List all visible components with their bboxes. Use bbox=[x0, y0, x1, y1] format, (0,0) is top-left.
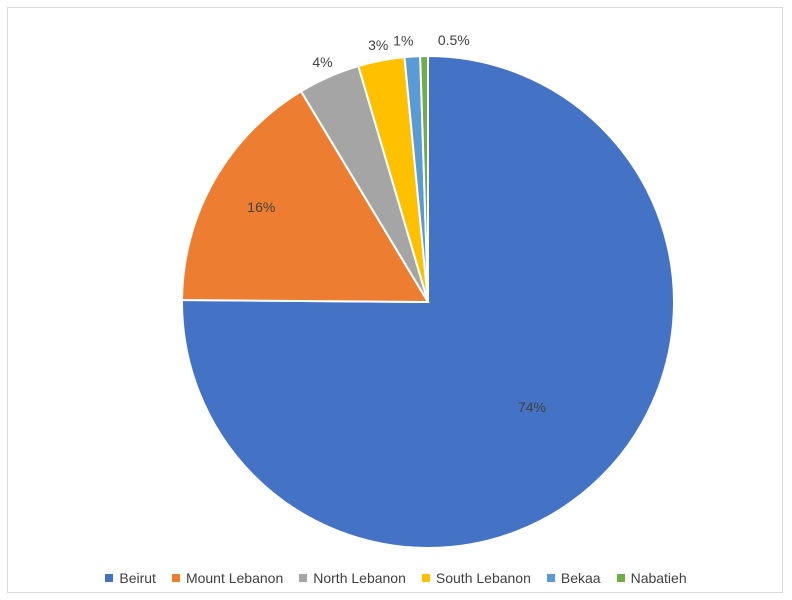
data-label-mount-lebanon: 16% bbox=[247, 199, 275, 215]
pie-slice-beirut[interactable] bbox=[181, 54, 675, 549]
legend-label-north-lebanon: North Lebanon bbox=[313, 570, 406, 586]
legend-swatch-south-lebanon bbox=[421, 574, 430, 582]
legend-label-south-lebanon: South Lebanon bbox=[435, 570, 531, 586]
data-label-bekaa: 1% bbox=[393, 33, 413, 49]
data-label-south-lebanon: 3% bbox=[368, 37, 388, 53]
legend-item-mount-lebanon[interactable]: Mount Lebanon bbox=[171, 570, 284, 586]
pie-slices bbox=[180, 54, 675, 549]
legend-label-bekaa: Bekaa bbox=[560, 570, 601, 586]
legend-label-mount-lebanon: Mount Lebanon bbox=[185, 570, 284, 586]
legend-swatch-bekaa bbox=[546, 574, 555, 582]
legend-item-south-lebanon[interactable]: South Lebanon bbox=[421, 570, 531, 586]
legend-item-bekaa[interactable]: Bekaa bbox=[546, 570, 601, 586]
data-label-north-lebanon: 4% bbox=[312, 54, 332, 70]
pie-slice-nabatieh[interactable] bbox=[419, 54, 429, 303]
legend-swatch-beirut bbox=[105, 574, 114, 582]
legend-swatch-nabatieh bbox=[616, 574, 625, 582]
legend-swatch-north-lebanon bbox=[299, 574, 308, 582]
data-label-beirut: 74% bbox=[518, 399, 546, 415]
legend-item-beirut[interactable]: Beirut bbox=[105, 570, 156, 586]
legend-label-nabatieh: Nabatieh bbox=[630, 570, 687, 586]
legend-swatch-mount-lebanon bbox=[171, 574, 180, 582]
legend-item-nabatieh[interactable]: Nabatieh bbox=[616, 570, 687, 586]
legend-item-north-lebanon[interactable]: North Lebanon bbox=[299, 570, 406, 586]
legend: Beirut Mount Lebanon North Lebanon South… bbox=[0, 567, 792, 589]
pie-data-labels: 74% 16% 4% 3% 1% 0.5% bbox=[247, 32, 546, 415]
legend-label-beirut: Beirut bbox=[119, 570, 156, 586]
pie-slice-mount-lebanon[interactable] bbox=[180, 89, 430, 304]
data-label-nabatieh: 0.5% bbox=[438, 32, 470, 48]
